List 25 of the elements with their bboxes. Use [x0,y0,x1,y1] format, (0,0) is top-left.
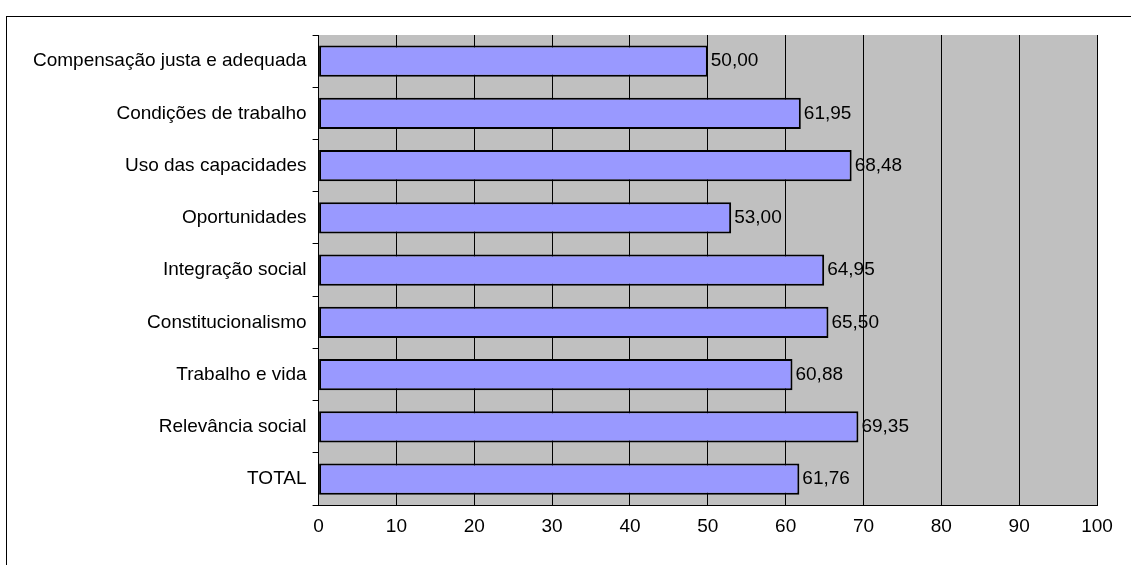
y-tick-label: Uso das capacidades [124,153,307,175]
y-tick-label: Integração social [162,258,307,280]
x-tick-label: 0 [313,514,324,536]
y-tick-label: Relevância social [158,415,307,437]
y-tick-label: Condições de trabalho [116,101,307,123]
x-tick-label: 80 [930,514,952,536]
x-tick-label: 50 [697,514,719,536]
x-tick-label: 70 [852,514,875,536]
y-tick-label: Compensação justa e adequada [33,49,308,71]
data-label: 53,00 [734,206,782,228]
data-label: 61,76 [802,467,850,489]
data-label: 61,95 [803,101,852,123]
y-tick-label: Oportunidades [181,206,307,228]
data-label: 60,88 [795,362,844,384]
y-tick-label: TOTAL [247,467,307,489]
x-tick-label: 10 [385,514,407,536]
x-tick-label: 20 [463,514,485,536]
x-tick-label: 60 [775,514,797,536]
y-tick-label: Constitucionalismo [147,310,307,332]
x-tick-label: 90 [1008,514,1030,536]
data-label: 50,00 [710,49,759,71]
x-tick-label: 100 [1081,514,1113,536]
x-tick-label: 40 [619,514,641,536]
x-tick-label: 30 [541,514,563,536]
y-tick-label: Trabalho e vida [176,362,308,384]
